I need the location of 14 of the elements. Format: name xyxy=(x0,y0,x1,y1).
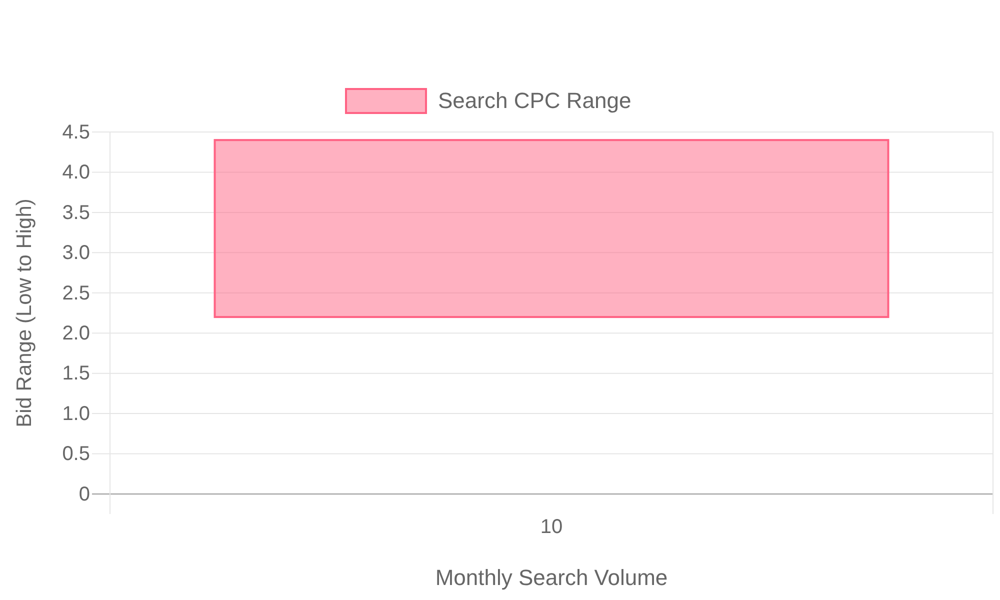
y-tick-label: 3.5 xyxy=(62,202,90,224)
x-tick-label: 10 xyxy=(540,516,563,538)
y-tick-label: 1.5 xyxy=(62,362,90,385)
x-axis-title: Monthly Search Volume xyxy=(435,565,668,590)
y-tick-label: 4.5 xyxy=(62,121,90,144)
y-tick-label: 0 xyxy=(78,483,90,506)
y-tick-label: 0.5 xyxy=(62,443,90,466)
y-tick-label: 1.0 xyxy=(62,402,90,425)
y-tick-label: 3.0 xyxy=(62,242,90,264)
y-tick-label: 2.0 xyxy=(62,322,90,345)
y-axis-title: Bid Range (Low to High) xyxy=(13,198,36,428)
y-tick-label: 2.5 xyxy=(62,282,90,304)
legend-label: Search CPC Range xyxy=(438,88,632,113)
y-tick-label: 4.0 xyxy=(62,162,90,184)
